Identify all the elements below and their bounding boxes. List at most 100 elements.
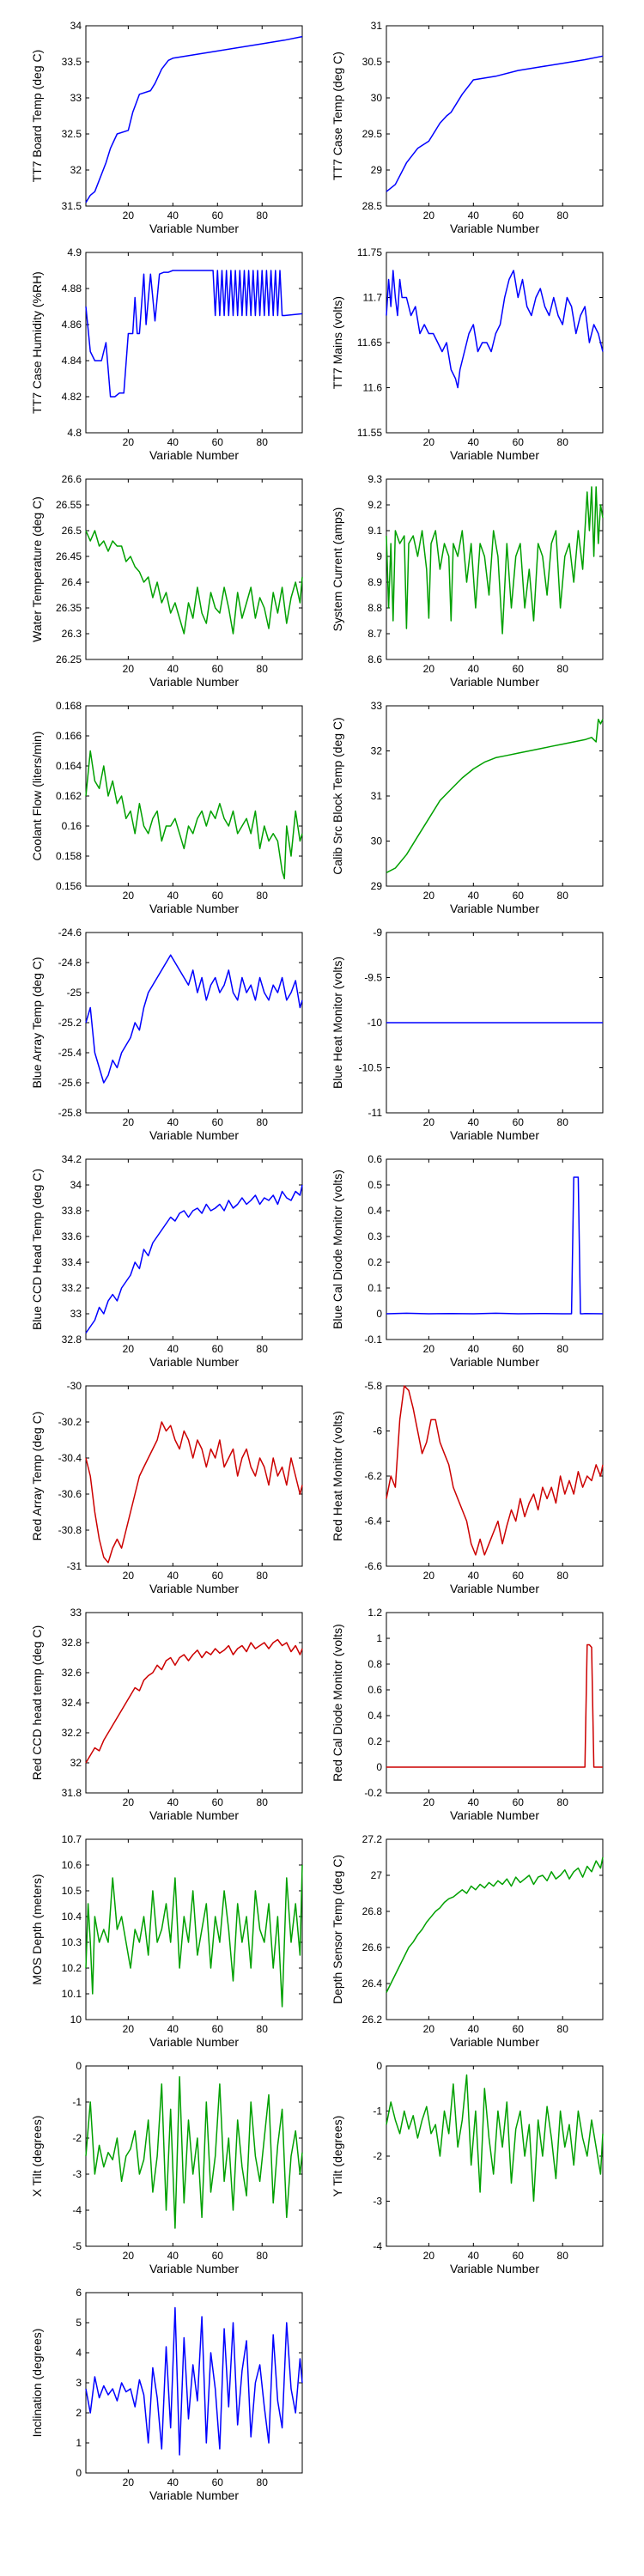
x-tick-label: 80: [557, 1343, 569, 1355]
x-tick-label: 80: [257, 210, 269, 222]
y-tick-label: 0.2: [368, 1256, 382, 1268]
y-tick-label: 4.88: [62, 283, 82, 295]
x-tick-label: 60: [212, 2476, 224, 2488]
y-tick-label: -4: [72, 2204, 82, 2216]
y-tick-label: 26.4: [362, 1978, 383, 1990]
series-line: [386, 2074, 604, 2202]
y-tick-label: 0.1: [368, 1282, 382, 1294]
plot-area: [386, 1612, 604, 1794]
y-tick-label: 9: [376, 550, 382, 562]
x-tick-label: 80: [557, 2250, 569, 2262]
y-tick-label: -31: [67, 1560, 82, 1572]
y-tick-label: 11.75: [357, 246, 382, 258]
x-tick-label: 20: [423, 1116, 435, 1128]
x-tick-label: 80: [257, 663, 269, 675]
x-axis-label: Variable Number: [149, 675, 239, 689]
y-axis-label: TT7 Mains (volts): [331, 296, 344, 389]
y-axis-label: TT7 Board Temp (deg C): [30, 50, 44, 183]
y-axis-label: MOS Depth (meters): [30, 1874, 44, 1984]
y-axis-label: Red Array Temp (deg C): [30, 1412, 44, 1541]
x-tick-label: 20: [423, 1796, 435, 1808]
plot-area: [85, 705, 303, 887]
plot-area: [386, 1385, 604, 1567]
x-tick-label: 40: [468, 1570, 480, 1582]
series-line: [386, 1643, 603, 1768]
x-tick-label: 40: [167, 1343, 179, 1355]
y-tick-label: 31: [371, 20, 383, 32]
y-tick-label: 9.3: [368, 473, 382, 485]
x-tick-label: 80: [557, 2023, 569, 2035]
y-tick-label: 10.7: [62, 1833, 82, 1845]
x-tick-label: 40: [468, 1116, 480, 1128]
x-tick-label: 20: [123, 2250, 135, 2262]
y-tick-label: -25.6: [58, 1077, 82, 1089]
x-tick-label: 60: [513, 1570, 525, 1582]
y-tick-label: -25: [67, 987, 82, 999]
y-tick-label: -5: [72, 2240, 82, 2252]
y-tick-label: 32.2: [62, 1727, 82, 1739]
y-tick-label: 32.8: [62, 1637, 82, 1649]
x-axis-label: Variable Number: [450, 222, 539, 235]
x-tick-label: 80: [257, 890, 269, 902]
x-axis-label: Variable Number: [450, 2035, 539, 2049]
x-tick-label: 20: [123, 1116, 135, 1128]
x-tick-label: 40: [167, 1116, 179, 1128]
y-tick-label: 3: [76, 2377, 82, 2389]
chart-panel: -0.1 0 0.1 0.2 0.3 0.4 0.5 0.6 20 40 60 80 Variable …: [331, 1153, 604, 1369]
y-axis-label: Blue Array Temp (deg C): [30, 957, 44, 1088]
y-tick-label: 10.2: [62, 1962, 82, 1974]
chart-panel: 32.8 33 33.2 33.4 33.6 33.8 34 34.2 20 40 60 80 Vari…: [30, 1153, 303, 1369]
y-tick-label: 9.2: [368, 499, 382, 511]
y-tick-label: 0.5: [368, 1179, 382, 1191]
chart-panel: 29 30 31 32 33 20 40 60 80 Variable Number Calib S…: [331, 700, 604, 915]
x-tick-label: 80: [257, 1796, 269, 1808]
x-tick-label: 60: [212, 663, 224, 675]
y-tick-label: 33: [371, 700, 383, 712]
x-tick-label: 20: [123, 1796, 135, 1808]
x-tick-label: 80: [257, 2476, 269, 2488]
y-tick-label: 32.8: [62, 1334, 82, 1346]
chart-panel: 31.8 32 32.2 32.4 32.6 32.8 33 20 40 60 80 Variable…: [30, 1607, 303, 1822]
x-axis-label: Variable Number: [450, 1808, 539, 1822]
y-axis-label: Red CCD head temp (deg C): [30, 1625, 44, 1781]
y-tick-label: -1: [373, 2105, 382, 2117]
y-tick-label: -3: [373, 2196, 382, 2208]
y-tick-label: 26.55: [56, 499, 82, 511]
x-axis-label: Variable Number: [450, 675, 539, 689]
x-tick-label: 40: [468, 436, 480, 448]
x-tick-label: 40: [468, 1343, 480, 1355]
y-tick-label: -10: [368, 1017, 383, 1029]
y-tick-label: 0.4: [368, 1205, 382, 1217]
y-tick-label: 4.8: [67, 427, 82, 439]
y-tick-label: 4.86: [62, 319, 82, 331]
plot-area: [386, 1158, 604, 1340]
y-tick-label: 31.5: [62, 200, 82, 212]
y-tick-label: 0.168: [56, 700, 82, 712]
y-tick-label: -30.2: [58, 1416, 82, 1428]
y-tick-label: 0.16: [62, 820, 82, 832]
plot-area: [85, 25, 303, 207]
chart-panel: 8.6 8.7 8.8 8.9 9 9.1 9.2 9.3 20 40 60 80 Variable N…: [331, 473, 604, 689]
y-tick-label: 10: [70, 2014, 82, 2026]
y-tick-label: 2: [76, 2407, 82, 2419]
y-tick-label: 34.2: [62, 1153, 82, 1165]
plot-area: [85, 932, 303, 1114]
chart-panel: 10 10.1 10.2 10.3 10.4 10.5 10.6 10.7 20 40 60 80 Va…: [30, 1833, 303, 2049]
x-tick-label: 80: [257, 436, 269, 448]
y-tick-label: 0.156: [56, 880, 82, 892]
x-tick-label: 40: [167, 663, 179, 675]
plot-area: [85, 2065, 303, 2247]
y-tick-label: 26.4: [62, 576, 82, 588]
y-tick-label: 32: [70, 164, 82, 176]
x-tick-label: 20: [123, 663, 135, 675]
plot-area: [85, 1838, 303, 2020]
y-tick-label: -30.4: [58, 1452, 82, 1464]
y-tick-label: 29: [371, 880, 383, 892]
y-axis-label: Coolant Flow (liters/min): [30, 732, 44, 861]
y-tick-label: 26.45: [56, 550, 82, 562]
y-tick-label: -24.8: [58, 957, 82, 969]
x-axis-label: Variable Number: [149, 902, 239, 915]
y-tick-label: -0.2: [364, 1787, 382, 1799]
series-line: [85, 35, 303, 204]
x-tick-label: 60: [513, 663, 525, 675]
